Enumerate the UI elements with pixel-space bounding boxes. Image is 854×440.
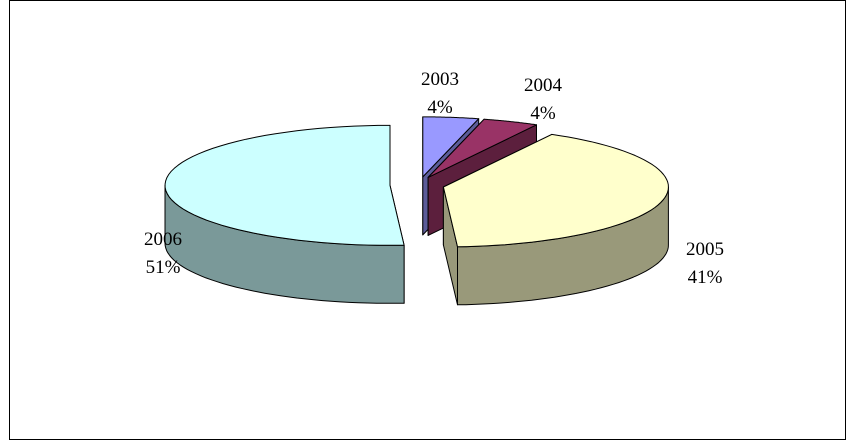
label-2003-year: 2003 [421, 69, 459, 90]
label-2005-percent: 41% [688, 267, 723, 288]
slice-2006 [164, 124, 405, 304]
slice-2004-top [427, 118, 537, 178]
slice-2006-top [164, 124, 405, 246]
slice-2003-top [422, 116, 480, 178]
slice-sides [164, 116, 669, 306]
label-2005-year: 2005 [686, 239, 724, 260]
label-2003-percent: 4% [427, 97, 453, 118]
slice-2005-top [442, 133, 669, 248]
slice-2005 [442, 133, 669, 306]
label-2006-percent: 51% [146, 257, 181, 278]
label-2006-year: 2006 [144, 229, 182, 250]
label-2004-percent: 4% [530, 103, 556, 124]
label-2004-year: 2004 [524, 75, 563, 96]
